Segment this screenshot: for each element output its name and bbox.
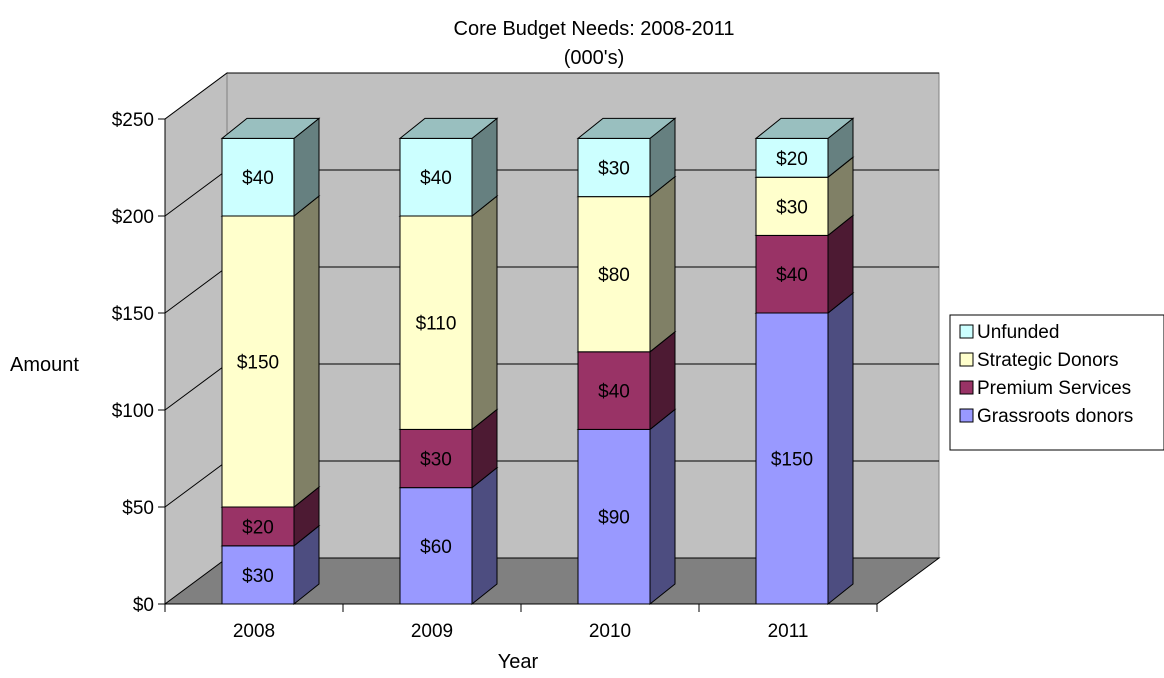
x-tick-label: 2010 (589, 621, 631, 642)
bar-top (754, 117, 855, 139)
legend: Unfunded Strategic Donors Premium Services… (949, 314, 1164, 451)
bar-segment: $40 (220, 117, 321, 218)
data-label: $90 (598, 508, 630, 529)
bar-side (649, 175, 676, 353)
bar-segment: $150 (220, 194, 321, 509)
bar-front (577, 137, 651, 198)
y-axis-label: Amount (10, 354, 79, 376)
data-label: $30 (598, 159, 630, 180)
y-tick-label: $100 (112, 401, 154, 422)
bar-front (399, 487, 473, 605)
y-gridline (164, 72, 939, 120)
bar-side (649, 408, 676, 606)
x-axis-label: Year (498, 651, 539, 673)
legend-box (949, 314, 1164, 451)
bar-front (221, 545, 295, 605)
y-tick-label: $50 (122, 498, 154, 519)
data-label: $150 (237, 353, 279, 374)
legend-item: Strategic Donors (959, 350, 1119, 371)
bar-front (755, 137, 829, 178)
data-label: $110 (416, 314, 457, 335)
data-label: $30 (242, 566, 274, 587)
plot-area: $0 $50 $100 $150 $200 $250 2008 2009 2010 2011 $30… (112, 72, 941, 642)
bar-segment: $40 (398, 117, 499, 218)
bar-front (221, 506, 295, 547)
data-label: $40 (242, 168, 274, 189)
data-label: $20 (776, 149, 808, 170)
bar-side (471, 466, 498, 606)
chart-subtitle: (000's) (564, 47, 625, 69)
y-tick-label: $0 (133, 595, 154, 616)
bar-top (576, 117, 677, 139)
bar-segment: $150 (754, 291, 855, 606)
bar-side (471, 194, 498, 431)
bar-segment: $90 (576, 408, 677, 606)
legend-label: Grassroots donors (977, 406, 1133, 427)
data-label: $30 (420, 450, 452, 471)
bar-front (221, 215, 295, 508)
bar-side (827, 291, 854, 606)
data-label: $80 (598, 265, 630, 286)
bar-top (398, 117, 499, 139)
data-label: $150 (771, 450, 813, 471)
x-tick-label: 2008 (233, 621, 275, 642)
legend-swatch (959, 352, 974, 367)
bar-front (755, 312, 829, 605)
data-label: $40 (598, 382, 630, 403)
y-tick-label: $250 (112, 110, 154, 131)
bar-segment: $20 (754, 117, 855, 179)
bar-segment: $80 (576, 175, 677, 353)
bar-segment: $110 (398, 194, 499, 431)
legend-label: Strategic Donors (977, 350, 1119, 371)
chart-side-wall (164, 72, 228, 605)
legend-swatch (959, 408, 974, 423)
bar-front (577, 428, 651, 605)
bar-front (399, 215, 473, 430)
x-tick-label: 2011 (768, 621, 809, 642)
legend-swatch (959, 380, 974, 395)
legend-swatch (959, 324, 974, 339)
bar-side (293, 194, 320, 509)
legend-item: Premium Services (959, 378, 1131, 399)
legend-label: Premium Services (977, 378, 1131, 399)
chart-title: Core Budget Needs: 2008-2011 (454, 18, 735, 40)
data-label: $40 (776, 265, 808, 286)
data-label: $60 (420, 537, 452, 558)
bar-front (399, 137, 473, 217)
y-tick-label: $150 (112, 304, 154, 325)
data-label: $20 (242, 517, 274, 538)
legend-item: Grassroots donors (959, 406, 1133, 427)
data-label: $40 (420, 168, 452, 189)
bar-segment: $30 (576, 117, 677, 198)
x-tick-label: 2009 (411, 621, 453, 642)
bar-top (220, 117, 321, 139)
legend-label: Unfunded (977, 322, 1059, 343)
y-tick-label: $200 (112, 207, 154, 228)
data-label: $30 (776, 197, 808, 218)
legend-item: Unfunded (959, 322, 1059, 343)
